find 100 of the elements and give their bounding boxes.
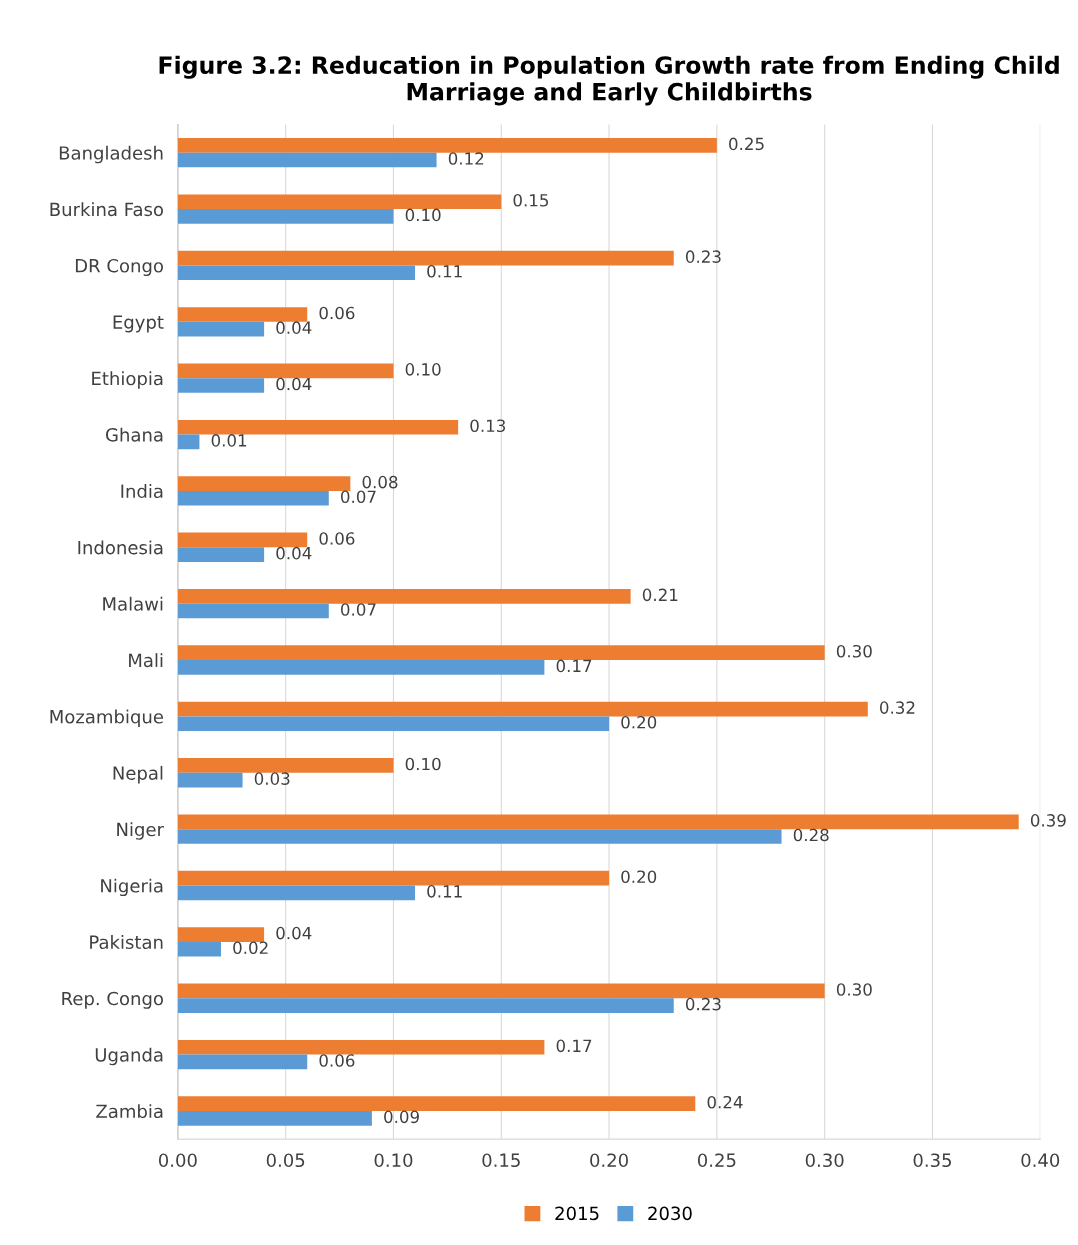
data-label: 0.30 (836, 644, 872, 658)
data-label: 0.06 (319, 306, 355, 320)
bar (177, 1096, 696, 1111)
data-label: 0.04 (276, 321, 312, 334)
data-label: 0.25 (729, 137, 764, 151)
y-tick-label: Ethiopia (92, 371, 163, 389)
x-tick-label: 0.10 (374, 1153, 413, 1168)
y-tick-label: Pakistan (90, 935, 163, 949)
y-tick-label: Bangladesh (59, 145, 163, 164)
data-label: 0.10 (405, 757, 441, 771)
bar (177, 194, 502, 210)
y-tick-label: Uganda (95, 1047, 163, 1066)
legend-label: 2015 (555, 1206, 599, 1221)
bar (177, 138, 717, 153)
y-tick-label: Zambia (96, 1104, 163, 1119)
x-tick-label: 0.15 (482, 1153, 520, 1168)
bar (177, 363, 394, 379)
data-label: 0.01 (211, 434, 247, 447)
bar (177, 701, 868, 717)
bar (177, 307, 308, 322)
y-tick-label: India (121, 484, 163, 499)
bar (177, 603, 329, 619)
y-tick-label: Niger (117, 822, 164, 840)
y-tick-label: Malawi (103, 596, 163, 611)
bar (177, 660, 545, 675)
y-tick-label: Mozambique (50, 709, 164, 728)
data-label: 0.28 (793, 828, 829, 842)
bar (177, 321, 265, 337)
bar (177, 716, 610, 732)
data-label: 0.08 (362, 475, 398, 489)
x-tick-label: 0.35 (913, 1153, 951, 1168)
data-label: 0.30 (836, 983, 872, 996)
data-label: 0.20 (621, 715, 657, 729)
bar (177, 927, 265, 942)
bar (177, 1110, 372, 1126)
data-label: 0.02 (233, 941, 268, 955)
bar (177, 941, 221, 957)
bar (177, 829, 782, 844)
bar (177, 419, 459, 435)
legend-label: 2030 (648, 1206, 692, 1221)
x-tick-label: 0.00 (158, 1153, 197, 1168)
bar (177, 772, 243, 788)
data-label: 0.11 (427, 264, 462, 278)
bar (177, 532, 308, 548)
data-label: 0.07 (341, 603, 376, 616)
data-label: 0.06 (319, 532, 355, 545)
x-tick-label: 0.40 (1021, 1153, 1060, 1168)
data-label: 0.23 (685, 997, 721, 1011)
bar (177, 870, 610, 886)
data-label: 0.17 (556, 659, 592, 673)
x-tick-label: 0.20 (590, 1153, 628, 1168)
data-label: 0.12 (448, 152, 484, 165)
data-label: 0.24 (707, 1095, 743, 1109)
bar (177, 983, 825, 999)
data-label: 0.39 (1030, 814, 1066, 827)
bar (177, 378, 265, 393)
data-label: 0.21 (642, 588, 678, 602)
data-label: 0.07 (341, 490, 376, 504)
bar (177, 998, 674, 1013)
x-tick-label: 0.30 (805, 1153, 844, 1168)
y-tick-label: Nigeria (101, 878, 163, 897)
data-label: 0.20 (621, 870, 657, 884)
data-label: 0.11 (427, 885, 462, 898)
bar (177, 265, 416, 281)
bar (177, 250, 674, 266)
data-label: 0.04 (276, 926, 312, 940)
bar (177, 547, 265, 562)
bar (177, 476, 351, 491)
y-tick-label: Rep. Congo (62, 991, 163, 1009)
data-label: 0.10 (405, 208, 441, 222)
data-label: 0.23 (685, 250, 721, 263)
x-tick-label: 0.05 (266, 1153, 305, 1168)
data-label: 0.10 (405, 363, 441, 376)
data-label: 0.13 (470, 419, 506, 433)
bar (177, 152, 437, 168)
bar (177, 589, 631, 604)
data-label: 0.04 (276, 546, 312, 560)
y-tick-label: DR Congo (75, 258, 163, 277)
bar (177, 209, 394, 224)
y-tick-label: Egypt (113, 315, 164, 333)
bar (177, 434, 200, 450)
data-label: 0.03 (254, 772, 290, 785)
data-label: 0.09 (384, 1110, 419, 1124)
y-tick-label: Indonesia (78, 540, 163, 555)
chart-title: Figure 3.2: Reducation in Population Growth rate from Ending Child Marriage and Early Childbirths (159, 55, 1059, 106)
y-tick-label: Mali (129, 653, 163, 668)
bar (177, 1054, 308, 1070)
data-label: 0.32 (880, 701, 915, 714)
bar (177, 645, 825, 661)
data-label: 0.17 (556, 1039, 592, 1053)
x-tick-label: 0.25 (697, 1153, 736, 1168)
bar (177, 490, 329, 506)
y-tick-label: Ghana (105, 427, 163, 442)
data-label: 0.15 (513, 193, 549, 207)
y-tick-label: Nepal (113, 765, 163, 784)
bar (177, 885, 416, 901)
data-label: 0.04 (276, 377, 312, 391)
bar (177, 758, 394, 773)
y-tick-label: Burkina Faso (50, 202, 163, 217)
bar (177, 814, 1019, 830)
